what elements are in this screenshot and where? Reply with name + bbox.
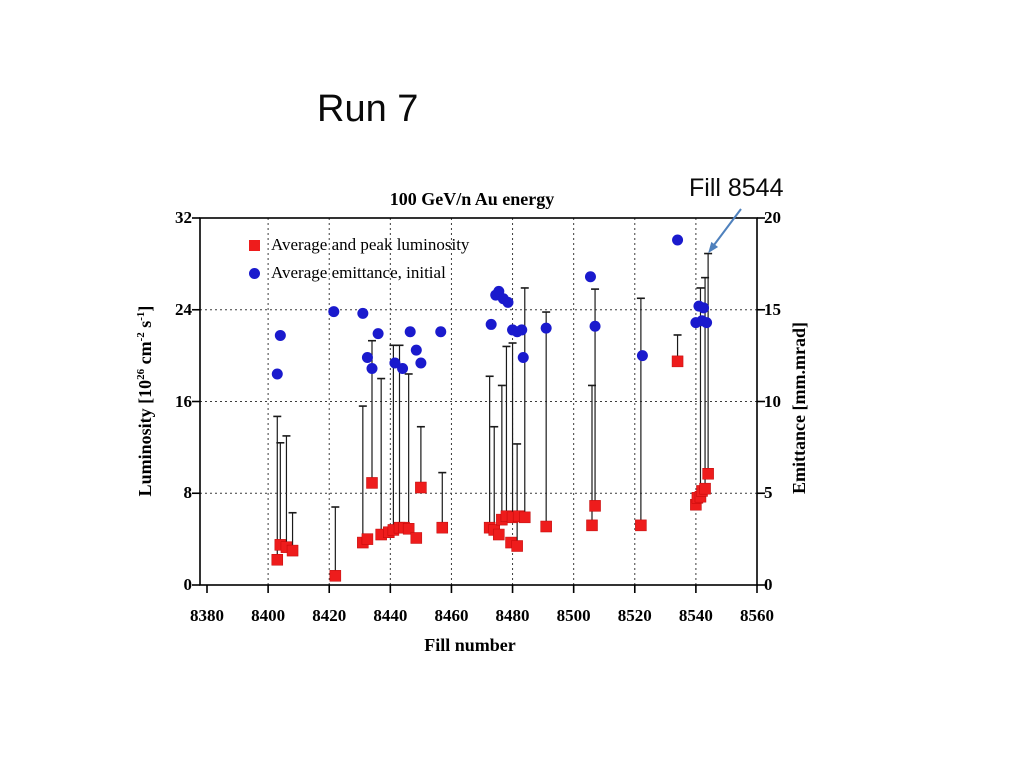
luminosity-point — [361, 533, 374, 545]
x-tick-label: 8400 — [251, 606, 286, 625]
luminosity-point — [589, 500, 601, 512]
luminosity-point — [635, 519, 647, 532]
luminosity-point — [329, 570, 342, 582]
emittance-point — [366, 362, 378, 374]
slide-title: Run 7 — [317, 88, 419, 130]
luminosity-point — [410, 532, 423, 544]
left-axis-title-part: 26 — [135, 368, 147, 380]
emittance-point — [485, 318, 497, 330]
legend-item-emittance: Average emittance, initial — [249, 259, 469, 287]
x-tick-label: 8440 — [373, 606, 408, 625]
luminosity-point — [271, 554, 284, 566]
blue-dot-icon — [249, 267, 260, 279]
y-tick-label-left: 24 — [175, 299, 192, 319]
red-square-icon — [249, 239, 260, 251]
emittance-point — [328, 306, 340, 318]
luminosity-point — [519, 511, 531, 524]
y-tick-label-right: 5 — [764, 483, 773, 503]
y-tick-label-right: 0 — [764, 575, 773, 594]
y-tick-label-left: 32 — [175, 208, 192, 227]
y-tick-label-right: 20 — [764, 208, 781, 227]
y-tick-label-right: 15 — [764, 299, 781, 319]
left-axis-title-part: -2 — [135, 332, 147, 342]
luminosity-point — [671, 355, 684, 368]
emittance-point — [361, 351, 373, 363]
x-tick-label: 8420 — [312, 606, 347, 625]
chart-title: 100 GeV/n Au energy — [389, 189, 555, 209]
emittance-point — [584, 271, 596, 283]
annotation-fill-8544: Fill 8544 — [689, 174, 784, 202]
emittance-point — [698, 302, 710, 314]
emittance-point — [636, 350, 648, 362]
x-tick-label: 8460 — [434, 606, 469, 625]
luminosity-point — [586, 519, 598, 532]
legend-label-luminosity: Average and peak luminosity — [271, 235, 470, 254]
emittance-point — [410, 344, 422, 356]
emittance-point — [357, 307, 369, 319]
x-tick-label: 8540 — [678, 606, 713, 625]
emittance-point — [540, 322, 552, 334]
emittance-point — [415, 357, 427, 369]
legend-item-luminosity: Average and peak luminosity — [249, 231, 469, 259]
x-tick-label: 8380 — [190, 606, 224, 625]
emittance-point — [271, 368, 283, 380]
luminosity-point — [286, 544, 299, 557]
x-tick-label: 8560 — [740, 606, 774, 625]
luminosity-point — [540, 520, 552, 533]
x-tick-label: 8480 — [495, 606, 530, 625]
x-tick-label: 8520 — [617, 606, 652, 625]
luminosity-point — [699, 482, 711, 495]
emittance-point — [701, 317, 713, 329]
luminosity-point — [402, 523, 415, 535]
luminosity-point — [415, 481, 427, 494]
legend: Average and peak luminosity Average emit… — [249, 231, 469, 287]
emittance-point — [517, 351, 529, 363]
emittance-point — [389, 357, 401, 369]
emittance-point — [274, 329, 286, 341]
y-tick-label-left: 0 — [183, 575, 193, 594]
luminosity-point — [702, 468, 714, 480]
emittance-point — [435, 326, 447, 338]
x-tick-label: 8500 — [556, 606, 591, 625]
y-tick-label-left: 16 — [175, 391, 192, 411]
emittance-point — [372, 328, 384, 340]
emittance-point — [672, 234, 684, 246]
luminosity-point — [366, 477, 378, 489]
x-axis-title: Fill number — [424, 635, 516, 655]
legend-label-emittance: Average emittance, initial — [271, 263, 446, 282]
annotation-arrow-line — [713, 208, 742, 246]
emittance-point — [397, 362, 409, 374]
emittance-point — [502, 296, 514, 308]
emittance-point — [516, 324, 528, 336]
emittance-point — [404, 326, 416, 338]
y-tick-label-right: 10 — [764, 391, 781, 411]
annotation-arrow-head — [708, 241, 719, 254]
luminosity-point — [511, 540, 523, 552]
left-axis-title-part: cm — [135, 341, 155, 369]
luminosity-point — [493, 528, 505, 541]
luminosity-point — [436, 521, 449, 534]
y-tick-label-left: 8 — [183, 483, 193, 503]
emittance-point — [589, 320, 601, 332]
left-axis-title-part: s — [135, 320, 155, 333]
